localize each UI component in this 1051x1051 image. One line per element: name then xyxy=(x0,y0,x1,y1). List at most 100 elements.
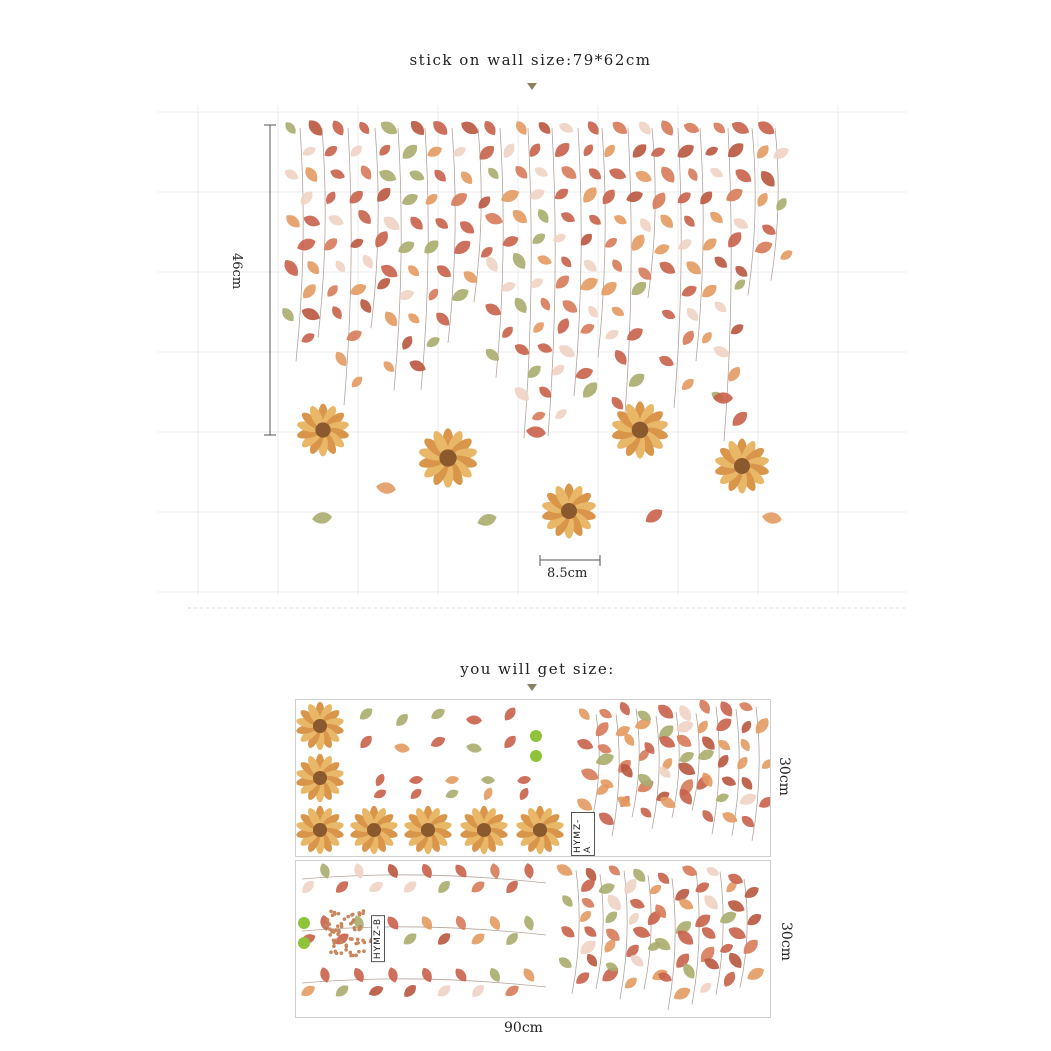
leaf-icon xyxy=(609,168,627,180)
leaf-icon xyxy=(589,214,601,225)
leaf-icon xyxy=(640,807,652,818)
leaf-icon xyxy=(727,900,745,912)
leaf-icon xyxy=(740,738,750,752)
leaf-icon xyxy=(330,169,345,179)
leaf-icon xyxy=(703,238,717,251)
leaf-icon xyxy=(580,910,591,922)
leaf-icon xyxy=(324,238,338,251)
leaf-icon xyxy=(500,282,516,292)
leaf-icon xyxy=(328,215,344,226)
leaf-icon xyxy=(619,701,630,716)
leaf-icon xyxy=(379,169,397,182)
leaf-icon xyxy=(556,864,573,876)
leaf-icon xyxy=(332,306,342,320)
leaf-icon xyxy=(336,881,349,893)
leaf-icon xyxy=(706,866,720,876)
leaf-icon xyxy=(762,512,782,524)
leaf-icon xyxy=(490,863,500,879)
leaf-icon xyxy=(657,872,670,884)
leaf-icon xyxy=(410,216,423,230)
sunflower-icon xyxy=(296,701,344,751)
leaf-icon xyxy=(485,303,501,316)
leaf-icon xyxy=(713,122,726,134)
leaf-icon xyxy=(285,122,296,134)
leaf-icon xyxy=(540,297,551,311)
sunflower-icon xyxy=(418,428,478,488)
leaf-icon xyxy=(460,221,475,234)
leaf-icon xyxy=(552,364,565,376)
leaf-icon xyxy=(555,275,569,289)
sunflower-icon xyxy=(715,438,769,494)
leaf-icon xyxy=(741,777,753,790)
leaf-icon xyxy=(581,879,595,892)
leaf-icon xyxy=(614,350,627,365)
leaf-icon xyxy=(597,744,612,754)
leaf-icon xyxy=(504,735,516,748)
leaf-icon xyxy=(714,256,727,268)
leaf-icon xyxy=(611,306,625,317)
leaf-icon xyxy=(728,143,744,158)
leaf-icon xyxy=(715,793,729,803)
leaf-icon xyxy=(466,743,482,753)
height-dimension-line xyxy=(264,124,276,436)
leaf-icon xyxy=(402,144,418,159)
leaf-icon xyxy=(714,301,727,313)
leaf-icon xyxy=(477,514,497,526)
sheet-b-artwork xyxy=(298,863,764,1011)
leaf-icon xyxy=(728,366,741,382)
leaf-icon xyxy=(396,713,408,726)
leaf-icon xyxy=(735,169,752,183)
leaf-icon xyxy=(704,895,718,910)
leaf-icon xyxy=(644,742,655,754)
leaf-icon xyxy=(605,329,619,340)
leaf-icon xyxy=(583,144,593,157)
leaf-icon xyxy=(554,188,569,200)
leaf-icon xyxy=(719,911,737,924)
leaf-icon xyxy=(402,335,413,350)
leaf-icon xyxy=(455,864,467,878)
leaf-icon xyxy=(702,810,714,823)
leaf-icon xyxy=(408,265,419,277)
leaf-icon xyxy=(455,968,467,982)
leaf-icon xyxy=(282,308,294,322)
leaf-icon xyxy=(502,326,513,338)
leaf-icon xyxy=(614,215,627,225)
leaf-icon xyxy=(576,972,590,984)
leaf-icon xyxy=(425,194,438,205)
leaf-icon xyxy=(654,244,670,255)
spacing-label: 8.5cm xyxy=(547,566,588,581)
leaf-icon xyxy=(485,213,503,225)
leaf-icon xyxy=(533,322,544,333)
leaf-icon xyxy=(628,373,645,387)
leaf-icon xyxy=(620,763,633,778)
leaf-icon xyxy=(762,224,776,235)
leaf-icon xyxy=(660,796,676,809)
leaf-icon xyxy=(517,775,531,784)
leaf-icon xyxy=(481,776,495,784)
leaf-icon xyxy=(659,261,676,274)
you-will-get-caption: you will get size: xyxy=(460,660,615,678)
leaf-icon xyxy=(410,120,425,135)
leaf-icon xyxy=(305,167,318,182)
leaf-icon xyxy=(452,147,466,157)
leaf-icon xyxy=(639,749,649,761)
leaf-icon xyxy=(731,121,750,134)
sticker-sheet-a: HYMZ-A xyxy=(295,699,771,857)
leaf-icon xyxy=(387,864,398,878)
leaf-icon xyxy=(286,215,300,228)
leaf-icon xyxy=(514,344,530,355)
leaf-icon xyxy=(388,967,398,983)
leaf-icon xyxy=(624,733,635,746)
leaf-icon xyxy=(728,927,746,940)
leaf-icon xyxy=(512,210,527,224)
leaf-icon xyxy=(526,426,546,438)
leaf-icon xyxy=(335,260,346,273)
leaf-icon xyxy=(728,873,744,884)
leaf-icon xyxy=(605,962,619,972)
leaf-icon xyxy=(747,914,762,926)
leaf-icon xyxy=(581,768,599,781)
sunflower-icon xyxy=(404,805,452,855)
leaf-icon xyxy=(424,240,439,254)
leaf-icon xyxy=(504,707,516,721)
leaf-icon xyxy=(659,725,674,739)
